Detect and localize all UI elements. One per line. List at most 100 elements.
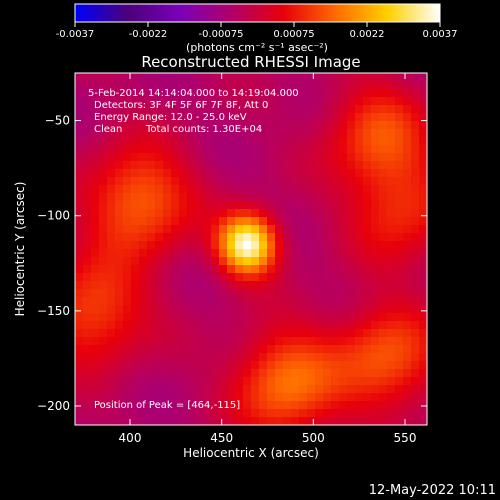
heatmap-cell xyxy=(259,193,268,202)
heatmap-cell xyxy=(315,337,324,346)
heatmap-cell xyxy=(299,393,308,402)
heatmap-cell xyxy=(115,409,124,418)
heatmap-cell xyxy=(387,217,396,226)
heatmap-cell xyxy=(75,401,84,410)
heatmap-cell xyxy=(419,233,427,242)
heatmap-cell xyxy=(187,361,196,370)
heatmap-cell xyxy=(251,185,260,194)
heatmap-cell xyxy=(99,281,108,290)
heatmap-cell xyxy=(267,241,276,250)
heatmap-cell xyxy=(219,73,228,82)
heatmap-cell xyxy=(251,353,260,362)
heatmap-cell xyxy=(251,289,260,298)
heatmap-cell xyxy=(163,281,172,290)
heatmap-cell xyxy=(171,393,180,402)
x-tick-label: 550 xyxy=(394,431,417,445)
heatmap-cell xyxy=(163,249,172,258)
heatmap-cell xyxy=(155,185,164,194)
heatmap-cell xyxy=(403,97,412,106)
heatmap-cell xyxy=(155,337,164,346)
heatmap-cell xyxy=(315,297,324,306)
heatmap-cell xyxy=(139,353,148,362)
heatmap-cell xyxy=(99,409,108,418)
heatmap-cell xyxy=(107,305,116,314)
heatmap-cell xyxy=(139,177,148,186)
heatmap-cell xyxy=(235,161,244,170)
heatmap-cell xyxy=(219,297,228,306)
heatmap-cell xyxy=(107,337,116,346)
heatmap-cell xyxy=(363,329,372,338)
heatmap-cell xyxy=(139,89,148,98)
heatmap-cell xyxy=(115,161,124,170)
heatmap-cell xyxy=(91,305,100,314)
heatmap-cell xyxy=(155,225,164,234)
heatmap-cell xyxy=(99,321,108,330)
heatmap-cell xyxy=(403,393,412,402)
heatmap-cell xyxy=(139,201,148,210)
heatmap-cell xyxy=(187,113,196,122)
heatmap-cell xyxy=(235,201,244,210)
heatmap-cell xyxy=(155,385,164,394)
heatmap-cell xyxy=(275,129,284,138)
heatmap-cell xyxy=(339,73,348,82)
heatmap-cell xyxy=(411,417,420,425)
heatmap-cell xyxy=(203,361,212,370)
heatmap-cell xyxy=(163,89,172,98)
heatmap-cell xyxy=(419,265,427,274)
heatmap-cell xyxy=(147,273,156,282)
heatmap-cell xyxy=(131,113,140,122)
heatmap-cell xyxy=(235,97,244,106)
heatmap-cell xyxy=(107,257,116,266)
heatmap-cell xyxy=(403,297,412,306)
heatmap-cell xyxy=(403,209,412,218)
heatmap-cell xyxy=(339,201,348,210)
heatmap-cell xyxy=(203,113,212,122)
heatmap-cell xyxy=(419,361,427,370)
heatmap-cell xyxy=(99,153,108,162)
heatmap-cell xyxy=(363,417,372,425)
heatmap-cell xyxy=(243,185,252,194)
heatmap-cell xyxy=(347,297,356,306)
heatmap-cell xyxy=(267,97,276,106)
heatmap-cell xyxy=(227,145,236,154)
heatmap-cell xyxy=(131,249,140,258)
heatmap-cell xyxy=(99,257,108,266)
heatmap-cell xyxy=(347,105,356,114)
heatmap-cell xyxy=(251,329,260,338)
heatmap-cell xyxy=(355,97,364,106)
heatmap-cell xyxy=(123,153,132,162)
heatmap-cell xyxy=(75,233,84,242)
heatmap-cell xyxy=(243,201,252,210)
heatmap-cell xyxy=(123,241,132,250)
heatmap-cell xyxy=(371,281,380,290)
heatmap-cell xyxy=(235,361,244,370)
heatmap-cell xyxy=(179,129,188,138)
heatmap-cell xyxy=(259,393,268,402)
heatmap-cell xyxy=(299,353,308,362)
heatmap-cell xyxy=(155,129,164,138)
heatmap-cell xyxy=(123,209,132,218)
heatmap-cell xyxy=(171,129,180,138)
heatmap-cell xyxy=(307,257,316,266)
heatmap-cell xyxy=(299,249,308,258)
heatmap-cell xyxy=(187,137,196,146)
heatmap-cell xyxy=(163,145,172,154)
heatmap-cell xyxy=(307,89,316,98)
heatmap-cell xyxy=(243,289,252,298)
heatmap-cell xyxy=(195,137,204,146)
heatmap-cell xyxy=(147,89,156,98)
heatmap-cell xyxy=(243,369,252,378)
heatmap-cell xyxy=(339,273,348,282)
heatmap-cell xyxy=(419,297,427,306)
heatmap-cell xyxy=(347,145,356,154)
heatmap-cell xyxy=(403,329,412,338)
heatmap-cell xyxy=(331,417,340,425)
heatmap-cell xyxy=(387,81,396,90)
heatmap-cell xyxy=(307,273,316,282)
heatmap-cell xyxy=(331,353,340,362)
heatmap-cell xyxy=(355,193,364,202)
heatmap-cell xyxy=(243,329,252,338)
heatmap-cell xyxy=(291,217,300,226)
heatmap-cell xyxy=(307,145,316,154)
heatmap-cell xyxy=(403,129,412,138)
